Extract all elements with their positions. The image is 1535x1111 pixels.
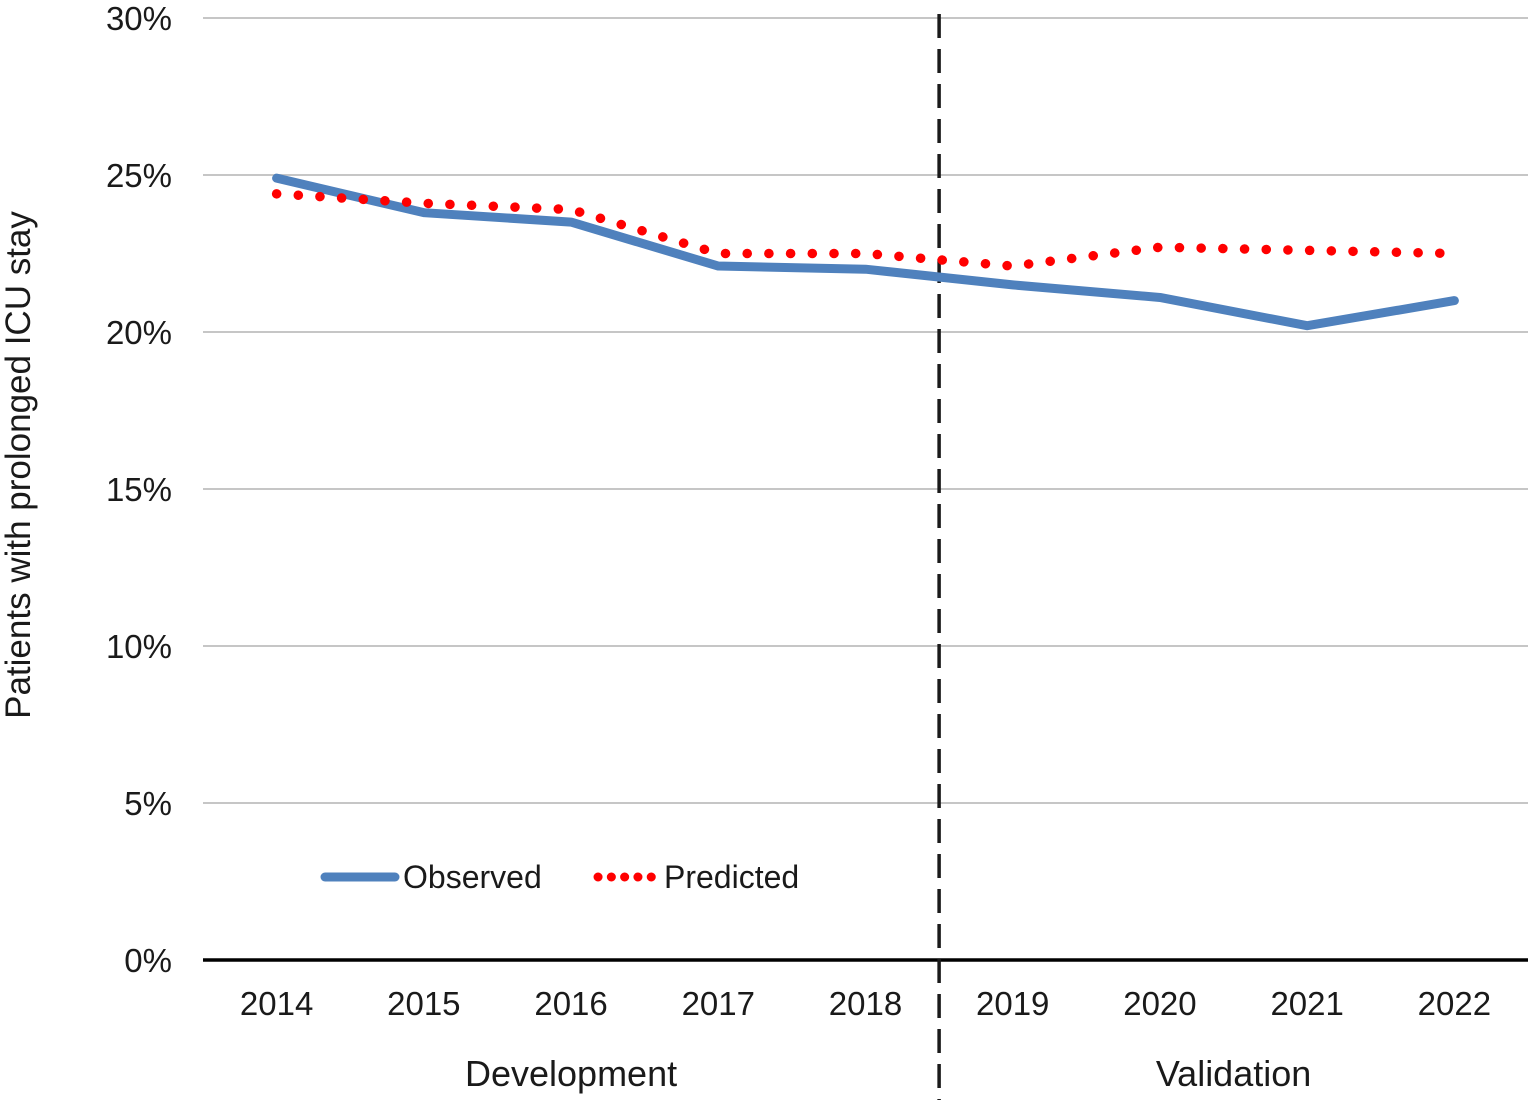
observed-line (272, 173, 1459, 331)
x-tick-label: 2020 (1123, 985, 1196, 1022)
phase-label-development: Development (465, 1053, 677, 1094)
y-tick-label: 25% (106, 157, 172, 194)
legend: Observed Predicted (320, 859, 799, 895)
x-tick-label: 2021 (1270, 985, 1343, 1022)
x-tick-label: 2016 (534, 985, 607, 1022)
legend-observed-label: Observed (403, 859, 542, 895)
y-tick-label: 0% (124, 942, 172, 979)
y-tick-label: 15% (106, 471, 172, 508)
x-tick-label: 2022 (1418, 985, 1491, 1022)
series-layer (271, 173, 1460, 331)
y-axis-title: Patients with prolonged ICU stay (0, 211, 38, 719)
x-tick-label: 2018 (829, 985, 902, 1022)
y-tick-label: 20% (106, 314, 172, 351)
y-tick-label: 30% (106, 0, 172, 37)
x-tick-label: 2014 (240, 985, 313, 1022)
gridlines-layer (203, 17, 1528, 804)
axes-layer (203, 14, 1528, 1100)
predicted-line (271, 189, 1460, 271)
y-tick-label: 5% (124, 785, 172, 822)
legend-predicted-label: Predicted (664, 859, 799, 895)
x-tick-label: 2017 (682, 985, 755, 1022)
x-tick-label: 2015 (387, 985, 460, 1022)
x-tick-label: 2019 (976, 985, 1049, 1022)
y-tick-label: 10% (106, 628, 172, 665)
phase-label-validation: Validation (1156, 1053, 1311, 1094)
axis-labels-layer: 0% 5% 10% 15% 20% 25% 30% 2014 2015 2016 2017 2018 2… (106, 0, 1491, 1094)
